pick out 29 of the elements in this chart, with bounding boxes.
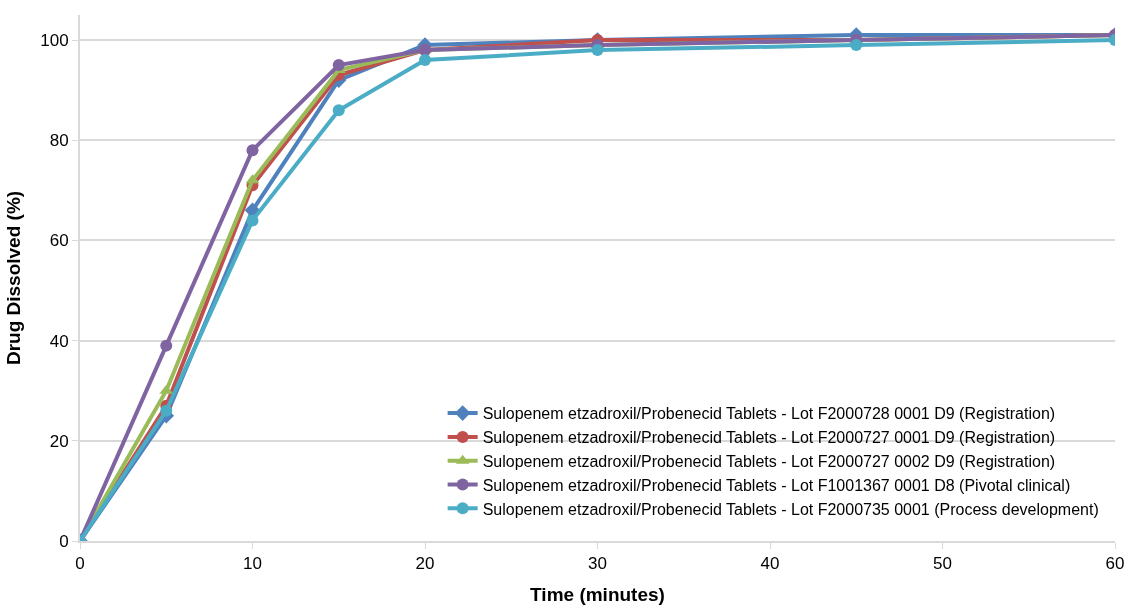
x-tick-label: 10: [243, 554, 262, 574]
x-tick-label: 20: [415, 554, 435, 574]
y-tick-label: 60: [49, 231, 69, 251]
legend-label: Sulopenem etzadroxil/Probenecid Tablets - Lot F2000727 0002 D9 (Registration): [482, 452, 1056, 470]
x-tick-label: 60: [1105, 554, 1125, 574]
point: [160, 339, 173, 352]
point: [246, 144, 259, 157]
x-tick-label: 30: [588, 554, 607, 574]
legend-label: Sulopenem etzadroxil/Probenecid Tablets - Lot F1001367 0001 D8 (Pivotal clinical): [482, 476, 1071, 494]
legend-label: Sulopenem etzadroxil/Probenecid Tablets - Lot F2000735 0001 (Process development): [482, 500, 1099, 518]
point: [419, 54, 431, 67]
y-tick-label: 80: [49, 131, 69, 151]
x-tick-label: 0: [75, 554, 85, 574]
legend-label: Sulopenem etzadroxil/Probenecid Tablets - Lot F2000727 0001 D9 (Registration): [482, 429, 1056, 447]
x-axis-title: Time (minutes): [530, 583, 665, 605]
point: [160, 404, 173, 417]
point: [332, 104, 345, 117]
y-tick-label: 40: [49, 331, 69, 351]
legend-label: Sulopenem etzadroxil/Probenecid Tablets - Lot F2000728 0001 D9 (Registration): [482, 405, 1056, 423]
point: [246, 214, 259, 227]
point: [332, 59, 345, 72]
y-tick-label: 100: [40, 31, 69, 50]
y-axis-title: Drug Dissolved (%): [2, 190, 24, 366]
y-tick-label: 20: [49, 431, 69, 451]
y-tick-label: 0: [59, 531, 69, 551]
point: [591, 44, 604, 57]
x-tick-label: 40: [760, 554, 780, 574]
x-tick-label: 50: [933, 554, 952, 574]
point: [850, 39, 863, 52]
